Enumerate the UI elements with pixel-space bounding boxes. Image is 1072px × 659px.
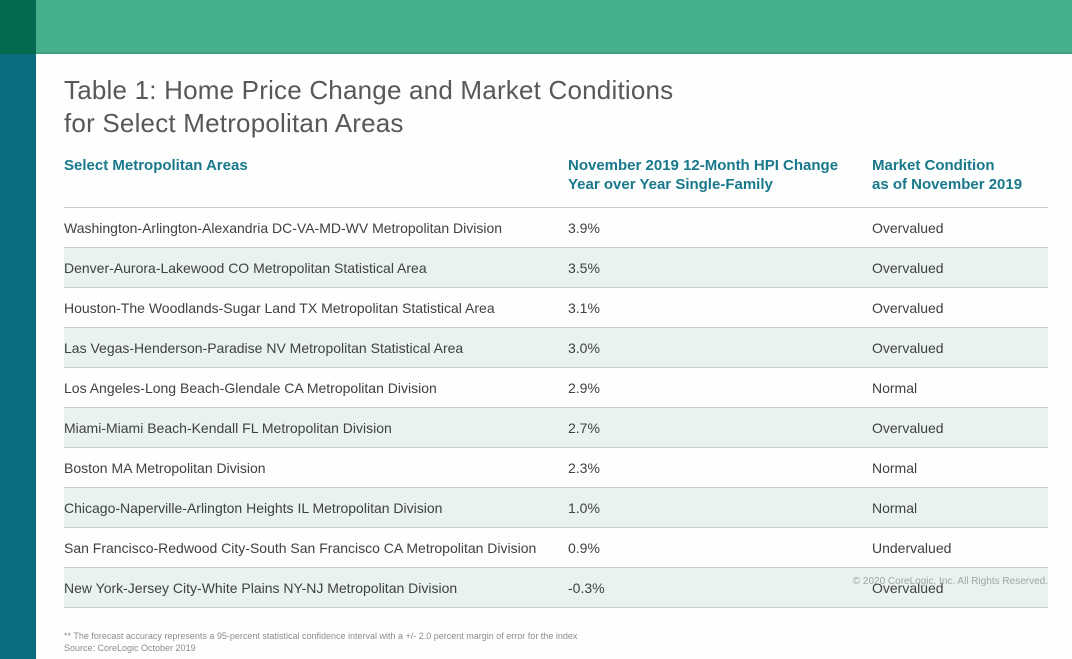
banner-corner-block bbox=[0, 0, 36, 54]
cell-hpi-change: -0.3% bbox=[568, 579, 605, 596]
footnote-source: Source: CoreLogic October 2019 bbox=[64, 643, 196, 653]
banner-bar bbox=[36, 0, 1072, 54]
table-row: San Francisco-Redwood City-South San Fra… bbox=[64, 528, 1048, 568]
table-row: Boston MA Metropolitan Division 2.3% Nor… bbox=[64, 448, 1048, 488]
cell-metro-area: Houston-The Woodlands-Sugar Land TX Metr… bbox=[64, 299, 495, 316]
page-title: Table 1: Home Price Change and Market Co… bbox=[64, 74, 1048, 140]
market-conditions-table: Select Metropolitan Areas November 2019 … bbox=[64, 150, 1048, 608]
table-row: Houston-The Woodlands-Sugar Land TX Metr… bbox=[64, 288, 1048, 328]
cell-market-condition: Overvalued bbox=[872, 299, 944, 316]
column-header-market-condition: Market Condition as of November 2019 bbox=[872, 156, 1048, 194]
cell-market-condition: Overvalued bbox=[872, 339, 944, 356]
column-header-condition-line1: Market Condition bbox=[872, 157, 995, 174]
cell-metro-area: Denver-Aurora-Lakewood CO Metropolitan S… bbox=[64, 259, 427, 276]
cell-market-condition: Overvalued bbox=[872, 259, 944, 276]
cell-hpi-change: 3.5% bbox=[568, 259, 600, 276]
cell-metro-area: Las Vegas-Henderson-Paradise NV Metropol… bbox=[64, 339, 464, 356]
table-row: Washington-Arlington-Alexandria DC-VA-MD… bbox=[64, 208, 1048, 248]
cell-hpi-change: 1.0% bbox=[568, 499, 600, 516]
table-row: New York-Jersey City-White Plains NY-NJ … bbox=[64, 568, 1048, 608]
page-title-line2: for Select Metropolitan Areas bbox=[64, 108, 404, 138]
copyright-notice: © 2020 CoreLogic, Inc. All Rights Reserv… bbox=[852, 576, 1048, 587]
table-body: Washington-Arlington-Alexandria DC-VA-MD… bbox=[64, 208, 1048, 608]
cell-hpi-change: 2.7% bbox=[568, 419, 600, 436]
cell-hpi-change: 3.9% bbox=[568, 219, 600, 236]
main-content: Table 1: Home Price Change and Market Co… bbox=[36, 54, 1072, 659]
cell-metro-area: Boston MA Metropolitan Division bbox=[64, 459, 266, 476]
cell-hpi-change: 2.9% bbox=[568, 379, 600, 396]
side-rail bbox=[0, 54, 36, 659]
cell-market-condition: Normal bbox=[872, 459, 918, 476]
cell-market-condition: Overvalued bbox=[872, 219, 944, 236]
cell-metro-area: San Francisco-Redwood City-South San Fra… bbox=[64, 539, 537, 556]
table-row: Miami-Miami Beach-Kendall FL Metropolita… bbox=[64, 408, 1048, 448]
cell-market-condition: Undervalued bbox=[872, 539, 952, 556]
cell-market-condition: Overvalued bbox=[872, 579, 944, 596]
column-header-hpi-line2: Year over Year Single-Family bbox=[568, 176, 773, 193]
column-header-metro-areas: Select Metropolitan Areas bbox=[64, 157, 248, 174]
cell-metro-area: Washington-Arlington-Alexandria DC-VA-MD… bbox=[64, 219, 503, 236]
cell-hpi-change: 3.0% bbox=[568, 339, 600, 356]
cell-metro-area: New York-Jersey City-White Plains NY-NJ … bbox=[64, 579, 458, 596]
cell-hpi-change: 3.1% bbox=[568, 299, 600, 316]
cell-hpi-change: 0.9% bbox=[568, 539, 600, 556]
table-row: Las Vegas-Henderson-Paradise NV Metropol… bbox=[64, 328, 1048, 368]
column-header-hpi-change: November 2019 12-Month HPI Change Year ov… bbox=[568, 156, 872, 194]
column-header-condition-line2: as of November 2019 bbox=[872, 176, 1023, 193]
cell-market-condition: Normal bbox=[872, 499, 918, 516]
cell-market-condition: Overvalued bbox=[872, 419, 944, 436]
table-row: Chicago-Naperville-Arlington Heights IL … bbox=[64, 488, 1048, 528]
table-row: Denver-Aurora-Lakewood CO Metropolitan S… bbox=[64, 248, 1048, 288]
cell-metro-area: Los Angeles-Long Beach-Glendale CA Metro… bbox=[64, 379, 437, 396]
page-title-line1: Table 1: Home Price Change and Market Co… bbox=[64, 75, 674, 105]
cell-hpi-change: 2.3% bbox=[568, 459, 600, 476]
cell-metro-area: Miami-Miami Beach-Kendall FL Metropolita… bbox=[64, 419, 392, 436]
cell-market-condition: Normal bbox=[872, 379, 918, 396]
footnotes: ** The forecast accuracy represents a 95… bbox=[64, 630, 1048, 654]
footnote-accuracy: ** The forecast accuracy represents a 95… bbox=[64, 631, 578, 641]
cell-metro-area: Chicago-Naperville-Arlington Heights IL … bbox=[64, 499, 443, 516]
table-header-row: Select Metropolitan Areas November 2019 … bbox=[64, 150, 1048, 208]
column-header-hpi-line1: November 2019 12-Month HPI Change bbox=[568, 157, 839, 174]
table-row: Los Angeles-Long Beach-Glendale CA Metro… bbox=[64, 368, 1048, 408]
